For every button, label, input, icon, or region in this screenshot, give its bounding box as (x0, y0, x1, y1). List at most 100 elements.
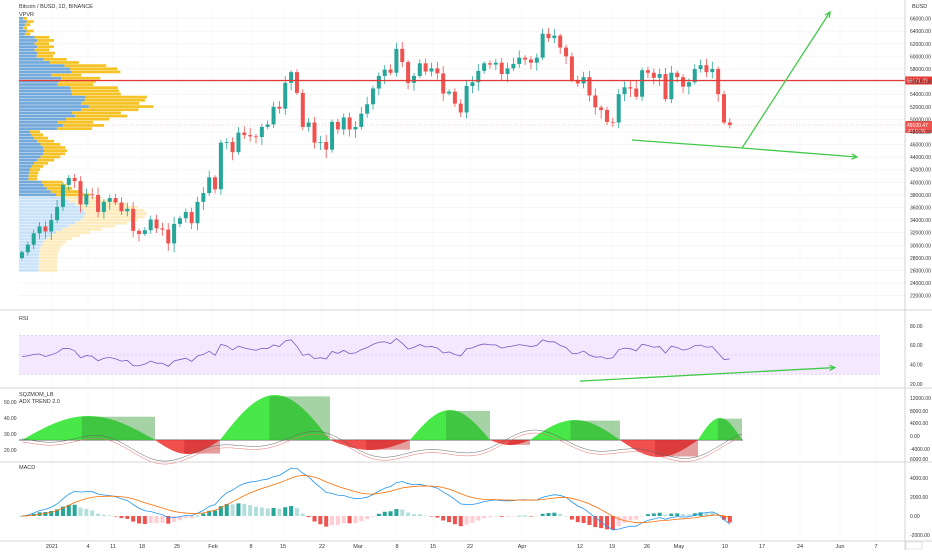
candle-body (423, 63, 428, 72)
vpvr-bar-down (34, 35, 50, 39)
vpvr-bar-up (19, 76, 62, 80)
macd-tick-label: 0.00 (910, 514, 920, 520)
price-tick-label: 24000.00 (910, 281, 931, 287)
macd-histogram-bar (640, 516, 645, 517)
candle-body (101, 201, 106, 212)
sqz-momentum-down-area (620, 440, 698, 457)
price-tick-label: 36000.00 (910, 206, 931, 212)
macd-histogram-bar (716, 515, 721, 516)
vpvr-bar-down (41, 243, 63, 247)
macd-histogram-bar (441, 516, 446, 521)
macd-histogram-bar (90, 510, 95, 516)
candle-body (195, 201, 200, 224)
vpvr-bar-up (19, 120, 58, 124)
macd-histogram-bar (476, 516, 481, 521)
macd-histogram-bar (78, 507, 83, 516)
macd-tick-label: 6000.00 (910, 457, 928, 463)
vpvr-bar-down (37, 158, 55, 162)
settings-icon[interactable] (905, 541, 923, 550)
vpvr-bar-up (19, 89, 71, 93)
vpvr-bar-down (24, 23, 31, 27)
vpvr-bar-down (50, 234, 81, 238)
vpvr-bar-up (19, 265, 39, 269)
vpvr-bar-down (80, 218, 138, 222)
macd-histogram-bar (312, 516, 317, 522)
macd-tick-label: 4000.00 (910, 476, 928, 482)
rsi-tick-label: 20.00 (910, 382, 923, 388)
macd-histogram-bar (657, 512, 662, 516)
macd-histogram-bar (452, 516, 457, 525)
resistance-price-label: 56171.29 (907, 78, 928, 84)
vpvr-bar-up (19, 54, 37, 58)
candle-body (546, 33, 551, 39)
vpvr-bar-down (75, 202, 128, 206)
candle-body (587, 77, 592, 96)
time-tick-label: 25 (174, 544, 180, 550)
sqz-right-tick: 8000.00 (910, 409, 928, 415)
macd-histogram-bar (394, 509, 399, 516)
candle-body (324, 142, 329, 150)
macd-histogram-bar (505, 516, 510, 517)
vpvr-bar-down (34, 42, 50, 45)
vpvr-bar-up (19, 146, 44, 149)
time-tick-label: 4 (86, 544, 89, 550)
vpvr-bar-down (43, 183, 67, 187)
vpvr-bar-down (80, 205, 138, 209)
price-tick-label: 50000.00 (910, 117, 931, 123)
macd-histogram-bar (727, 516, 732, 523)
candle-body (722, 94, 726, 123)
macd-histogram-bar (417, 514, 422, 516)
time-tick-label: Mar (353, 544, 363, 550)
vpvr-bar-down (37, 51, 55, 55)
sqz-momentum-dark-shade (508, 440, 530, 445)
vpvr-bar-down (43, 149, 67, 153)
macd-histogram-bar (458, 516, 463, 527)
sqz-momentum-dark-shade (446, 410, 490, 440)
macd-histogram-bar (236, 503, 241, 516)
candle-body (458, 103, 463, 113)
sqz-momentum-dark-shade (366, 440, 410, 450)
macd-histogram-bar (575, 516, 580, 523)
candle-body (411, 75, 416, 83)
macd-histogram-bar (406, 512, 411, 516)
macd-histogram-bar (359, 516, 364, 522)
vpvr-bar-up (19, 45, 38, 49)
last-price-tag (905, 121, 932, 134)
time-tick-label: 8 (249, 544, 252, 550)
macd-histogram-bar (324, 516, 329, 527)
vpvr-bar-down (30, 168, 41, 171)
projection-arrow-up-head (824, 10, 831, 19)
macd-histogram-bar (710, 512, 715, 516)
sqz-momentum-down-area (330, 440, 410, 450)
vpvr-bar-up (19, 165, 32, 168)
vpvr-bar-down (38, 259, 58, 263)
time-tick-label: Feb (208, 544, 217, 550)
candle-body (540, 33, 545, 58)
macd-histogram-bar (610, 516, 615, 530)
macd-histogram-bar (125, 516, 130, 519)
vpvr-bar-down (37, 45, 55, 49)
vpvr-bar-up (19, 190, 51, 193)
time-tick-label: Apr (518, 544, 527, 550)
vpvr-bar-up (19, 209, 85, 212)
macd-histogram-bar (294, 508, 299, 516)
macd-histogram-bar (119, 516, 124, 519)
candle-body (172, 223, 177, 244)
vpvr-bar-up (19, 212, 86, 216)
macd-histogram-bar (201, 513, 206, 516)
rsi-tick-label: 40.00 (910, 363, 923, 369)
vpvr-bar-up (19, 114, 76, 118)
vpvr-bar-up (19, 205, 81, 209)
macd-histogram-bar (365, 516, 370, 520)
candle-body (622, 87, 627, 95)
vpvr-bar-down (55, 193, 91, 197)
macd-histogram-bar (254, 506, 258, 516)
time-tick-label: 15 (280, 544, 286, 550)
candle-body (698, 65, 703, 69)
macd-histogram-bar (207, 510, 212, 516)
candle-body (447, 91, 452, 94)
candle-body (616, 94, 621, 123)
macd-histogram-bar (20, 516, 24, 517)
vpvr-bar-down (38, 256, 58, 260)
